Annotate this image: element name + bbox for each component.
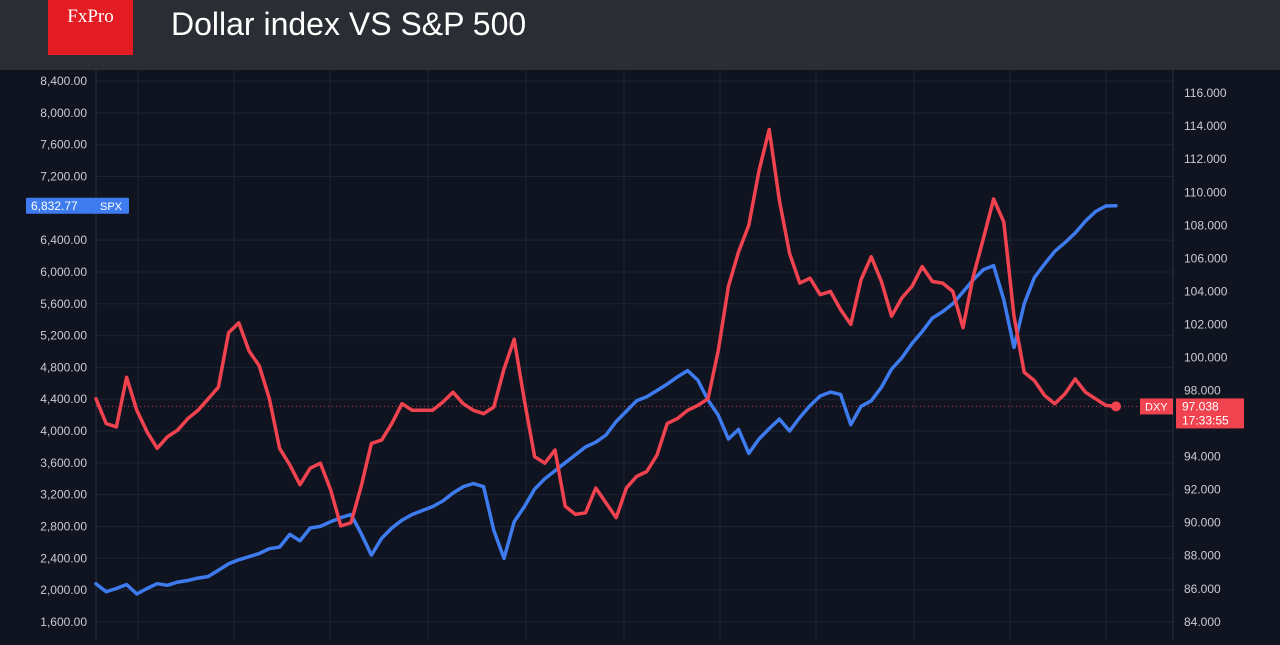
right-tick-label: 116.000 (1184, 86, 1227, 100)
right-tick-label: 88.000 (1184, 549, 1221, 563)
left-tick-label: 8,000.00 (40, 106, 87, 120)
left-tick-label: 2,800.00 (40, 519, 87, 533)
dxy-price-badge (1176, 398, 1244, 429)
right-tick-label: 98.000 (1184, 384, 1221, 398)
right-tick-label: 112.000 (1184, 152, 1227, 166)
spx-line (94, 203, 1118, 596)
left-tick-label: 6,400.00 (40, 233, 87, 247)
right-axis: 84.000 86.000 88.000 90.000 92.000 94.000 98.0… (1184, 86, 1228, 629)
left-tick-label: 8,400.00 (40, 74, 87, 88)
right-tick-label: 90.000 (1184, 516, 1221, 530)
right-tick-label: 94.000 (1184, 450, 1221, 464)
left-tick-label: 4,000.00 (40, 424, 87, 438)
fxpro-logo: FxPro (48, 0, 133, 55)
left-axis: 1,600.00 2,000.00 2,400.00 2,800.00 3,200.00… (40, 74, 87, 629)
dxy-last-point (1111, 401, 1121, 412)
chart-area[interactable]: 1,600.00 2,000.00 2,400.00 2,800.00 3,200.00… (0, 70, 1280, 640)
right-tick-label: 92.000 (1184, 483, 1221, 497)
left-tick-label: 7,600.00 (40, 138, 87, 152)
left-tick-label: 1,600.00 (40, 615, 87, 629)
dxy-tag-badge (1140, 398, 1173, 415)
right-tick-label: 104.000 (1184, 284, 1228, 298)
left-tick-label: 5,200.00 (40, 329, 87, 343)
left-tick-label: 4,800.00 (40, 360, 87, 374)
right-tick-label: 108.000 (1184, 218, 1228, 232)
right-tick-label: 84.000 (1184, 615, 1221, 629)
left-tick-label: 3,200.00 (40, 488, 87, 502)
left-tick-label: 7,200.00 (40, 170, 87, 184)
left-tick-label: 3,600.00 (40, 456, 87, 470)
chart-header: FxPro Dollar index VS S&P 500 (0, 0, 1280, 70)
chart-svg[interactable]: 1,600.00 2,000.00 2,400.00 2,800.00 3,200.00… (0, 70, 1280, 640)
right-tick-label: 86.000 (1184, 582, 1221, 596)
left-tick-label: 6,000.00 (40, 265, 87, 279)
dxy-line (94, 127, 1118, 528)
right-tick-label: 114.000 (1184, 119, 1227, 133)
dxy-price-label: 97.038 (1182, 399, 1219, 413)
dxy-tag-label: DXY (1145, 401, 1168, 413)
spx-price-label: 6,832.77 (31, 199, 78, 213)
spx-price-badge (26, 197, 129, 214)
right-tick-label: 102.000 (1184, 317, 1228, 331)
left-tick-label: 4,400.00 (40, 392, 87, 406)
grid-layer (95, 70, 1174, 640)
dxy-countdown-label: 17:33:55 (1182, 413, 1229, 427)
left-tick-label: 2,000.00 (40, 583, 87, 597)
right-tick-label: 100.000 (1184, 350, 1228, 364)
chart-title: Dollar index VS S&P 500 (171, 6, 527, 42)
right-tick-label: 110.000 (1184, 185, 1227, 199)
right-tick-label: 106.000 (1184, 251, 1228, 265)
series-layer (94, 127, 1140, 596)
left-tick-label: 5,600.00 (40, 297, 87, 311)
spx-tag-label: SPX (100, 201, 123, 213)
left-tick-label: 2,400.00 (40, 551, 87, 565)
